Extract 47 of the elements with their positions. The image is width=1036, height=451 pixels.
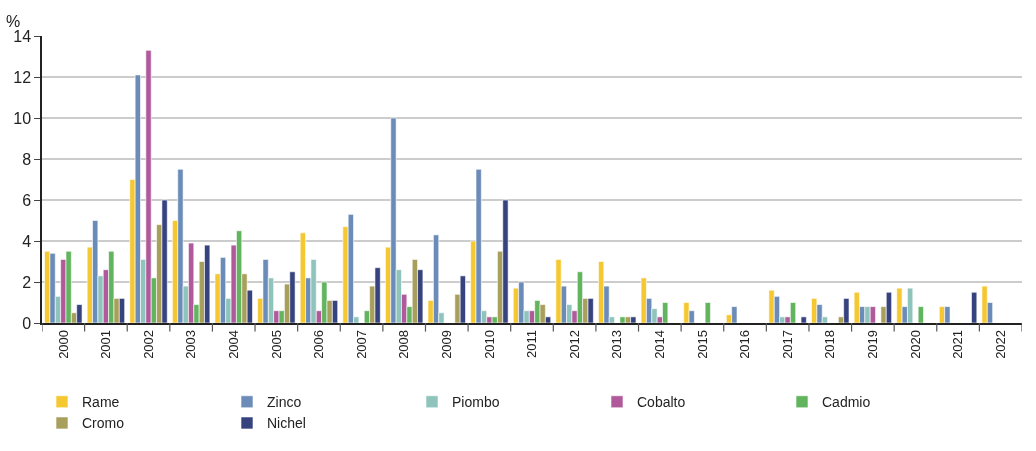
y-tick-label: 6 [22,191,32,209]
y-tick-label: 8 [22,150,32,168]
x-tick-label: 2010 [481,329,497,359]
x-tick-label: 2014 [652,329,668,359]
x-tick-label: 2003 [183,329,199,359]
x-tick-label: 2009 [439,329,455,359]
x-tick-label: 2022 [992,329,1008,359]
bar [971,291,978,323]
bar [853,291,860,323]
legend-label: Nichel [267,415,306,432]
legend-label: Zinco [267,394,302,411]
legend-label: Piombo [452,394,500,411]
x-tick-label: 2000 [55,329,71,359]
bar [299,232,306,323]
bar [800,316,807,323]
x-tick-label: 2008 [396,329,412,359]
legend-label: Rame [82,394,120,411]
x-tick-label: 2016 [737,329,753,359]
x-tick-label: 2013 [609,329,625,359]
y-tick-label: 0 [22,314,32,332]
x-tick-label: 2011 [524,329,540,358]
bar [619,316,626,323]
bar [704,302,711,323]
x-tick-label: 2001 [98,329,114,359]
x-tick-label: 2012 [566,329,582,359]
y-tick-label: 10 [13,109,32,127]
y-tick-label: 12 [13,68,32,86]
x-tick-label: 2005 [268,329,284,359]
bar [896,287,903,323]
x-tick-label: 2021 [950,329,966,359]
x-tick-label: 2019 [865,329,881,359]
x-tick-label: 2017 [779,329,795,359]
y-axis-title: % [6,13,21,30]
x-tick-label: 2002 [140,329,156,359]
x-tick-label: 2007 [353,329,369,359]
x-tick-label: 2015 [694,329,710,359]
y-tick-label: 2 [22,273,32,291]
x-tick-label: 2018 [822,329,838,359]
bar [917,306,924,323]
legend-label: Cromo [82,415,125,432]
x-tick-label: 2006 [311,329,327,359]
legend-label: Cobalto [637,394,686,411]
y-tick-label: 14 [13,27,32,45]
x-tick-label: 2020 [907,329,923,359]
legend-label: Cadmio [822,394,871,411]
y-tick-label: 4 [22,232,32,250]
x-tick-label: 2004 [225,329,241,359]
